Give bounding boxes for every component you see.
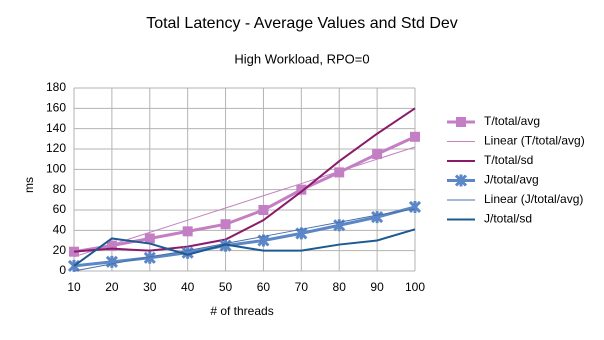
legend-label: T/total/sd — [484, 153, 533, 167]
x-tick-label: 30 — [143, 280, 157, 294]
x-tick-label: 90 — [370, 280, 384, 294]
x-tick-label: 100 — [405, 280, 425, 294]
y-tick-label: 0 — [59, 263, 66, 277]
marker — [258, 205, 269, 215]
marker — [410, 131, 420, 142]
marker — [143, 251, 156, 264]
y-tick-label: 40 — [53, 223, 67, 237]
chart-title: Total Latency - Average Values and Std D… — [146, 15, 458, 32]
marker — [144, 233, 155, 244]
y-tick-label: 20 — [53, 243, 67, 257]
x-tick-label: 60 — [257, 280, 271, 294]
series-line — [73, 146, 416, 258]
legend-label: Linear (J/total/avg) — [484, 192, 583, 206]
y-tick-label: 80 — [53, 182, 67, 196]
x-axis-label: # of threads — [210, 304, 273, 318]
series-line — [73, 228, 416, 267]
y-tick-label: 60 — [53, 202, 67, 216]
x-tick-label: 80 — [333, 280, 347, 294]
chart-subtitle: High Workload, RPO=0 — [234, 51, 369, 66]
legend-label: T/total/avg — [484, 114, 540, 128]
marker — [181, 246, 194, 259]
marker — [334, 167, 345, 178]
marker — [220, 219, 231, 230]
marker — [372, 149, 383, 160]
x-tick-label: 20 — [105, 280, 119, 294]
y-tick-label: 140 — [46, 121, 66, 135]
marker — [69, 246, 79, 257]
marker — [296, 184, 307, 195]
x-tick-label: 50 — [219, 280, 233, 294]
marker — [456, 117, 466, 127]
legend-label: Linear (T/total/avg) — [484, 134, 585, 148]
y-tick-label: 180 — [46, 80, 66, 94]
legend-label: J/total/sd — [484, 212, 532, 226]
y-axis-label: ms — [22, 177, 36, 193]
x-tick-label: 40 — [181, 280, 195, 294]
series-line — [73, 107, 416, 253]
marker — [454, 174, 468, 187]
marker — [182, 226, 193, 237]
series-line — [73, 208, 416, 272]
marker — [105, 255, 118, 268]
y-tick-label: 100 — [46, 162, 66, 176]
legend-label: J/total/avg — [484, 173, 539, 187]
y-tick-label: 120 — [46, 141, 66, 155]
marker — [106, 240, 117, 251]
y-tick-label: 160 — [46, 101, 66, 115]
series-line — [73, 135, 416, 254]
x-tick-label: 70 — [295, 280, 309, 294]
marker — [371, 211, 384, 224]
marker — [408, 200, 422, 214]
x-tick-label: 10 — [67, 280, 81, 294]
